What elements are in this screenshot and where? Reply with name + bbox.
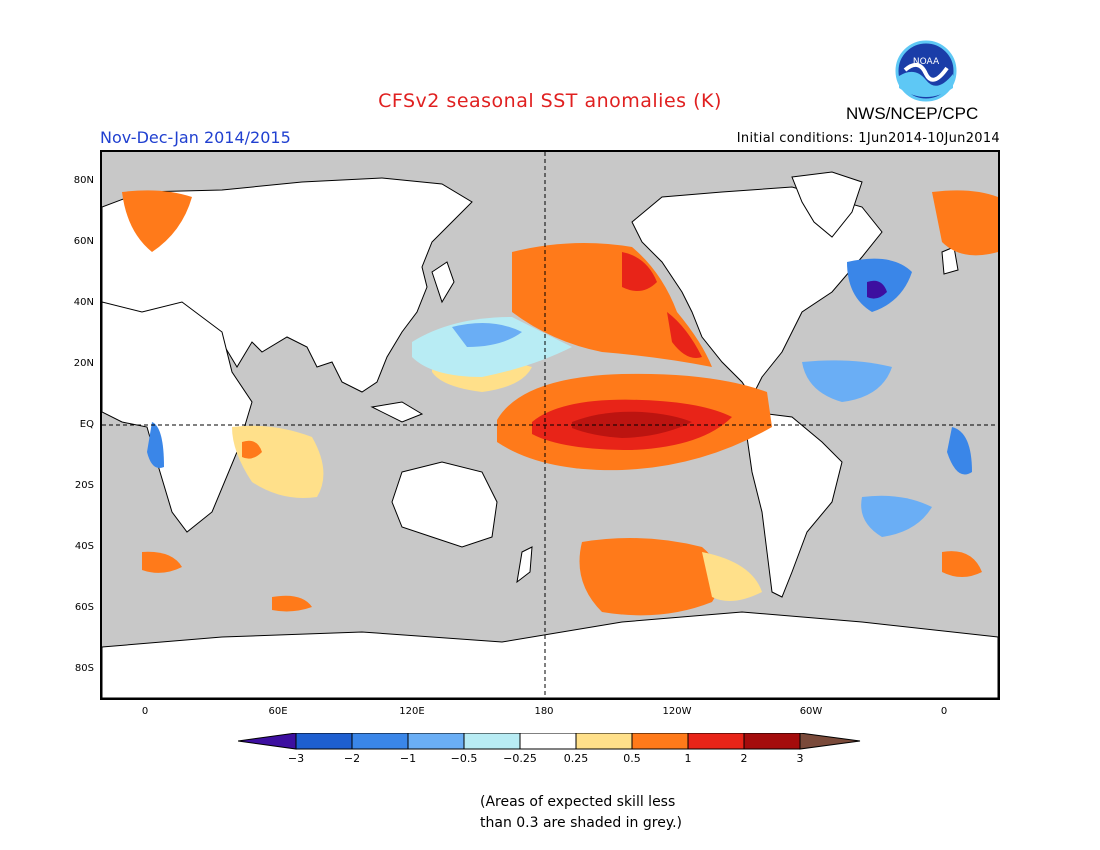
colorbar [237,732,862,755]
colorbar-tick-label: 0.25 [563,752,589,765]
colorbar-tick-label: −1 [399,752,417,765]
lat-label: 40N [73,297,94,308]
lon-label: 180 [534,706,554,717]
colorbar-segment [295,732,353,750]
lon-label: 0 [940,706,948,717]
ne-pacific-warm [512,243,712,367]
colorbar-tick-label: −0.25 [503,752,537,765]
lon-label: 0 [141,706,149,717]
colorbar-segment [463,732,521,750]
lat-label: EQ [79,419,94,430]
logo-text: NOAA [913,57,940,67]
colorbar-arrow-low [237,732,297,750]
note-line: (Areas of expected skill less [480,794,676,810]
colorbar-segment [631,732,689,750]
colorbar-tick-label: 1 [684,752,692,765]
note-line: than 0.3 are shaded in grey.) [480,815,683,831]
nw-pacific-cool [412,317,572,377]
warm-tongue-core [572,411,692,438]
lat-label: 60N [73,236,94,247]
noaa-logo: NOAA [895,40,957,106]
sst-anomaly-map [100,150,1000,700]
lat-label: 80N [73,175,94,186]
colorbar-tick-label: −3 [287,752,305,765]
lon-label: 120E [399,706,425,717]
skill-note: (Areas of expected skill less than 0.3 a… [480,792,682,834]
landmasses [102,171,998,698]
colorbar-segment [687,732,745,750]
colorbar-tick-label: −2 [343,752,361,765]
lat-label: 20S [74,480,94,491]
colorbar-arrow-high [799,732,861,750]
lat-label: 60S [74,602,94,613]
anomaly-fields [122,190,998,616]
colorbar-segment [351,732,409,750]
colorbar-segment [519,732,577,750]
colorbar-segment [575,732,633,750]
lon-label: 60E [268,706,288,717]
lon-label: 60W [799,706,823,717]
colorbar-tick-label: −0.5 [450,752,478,765]
forecast-period: Nov-Dec-Jan 2014/2015 [100,128,291,147]
colorbar-tick-label: 3 [796,752,804,765]
colorbar-tick-label: 2 [740,752,748,765]
colorbar-tick-label: 0.5 [623,752,641,765]
colorbar-segment [743,732,801,750]
lon-label: 120W [662,706,692,717]
org-label: NWS/NCEP/CPC [846,104,979,123]
lat-label: 20N [73,358,94,369]
chart-title: CFSv2 seasonal SST anomalies (K) [378,90,722,112]
colorbar-segment [407,732,465,750]
initial-conditions: Initial conditions: 1Jun2014-10Jun2014 [736,131,1000,146]
lat-label: 40S [74,541,94,552]
lat-label: 80S [74,663,94,674]
